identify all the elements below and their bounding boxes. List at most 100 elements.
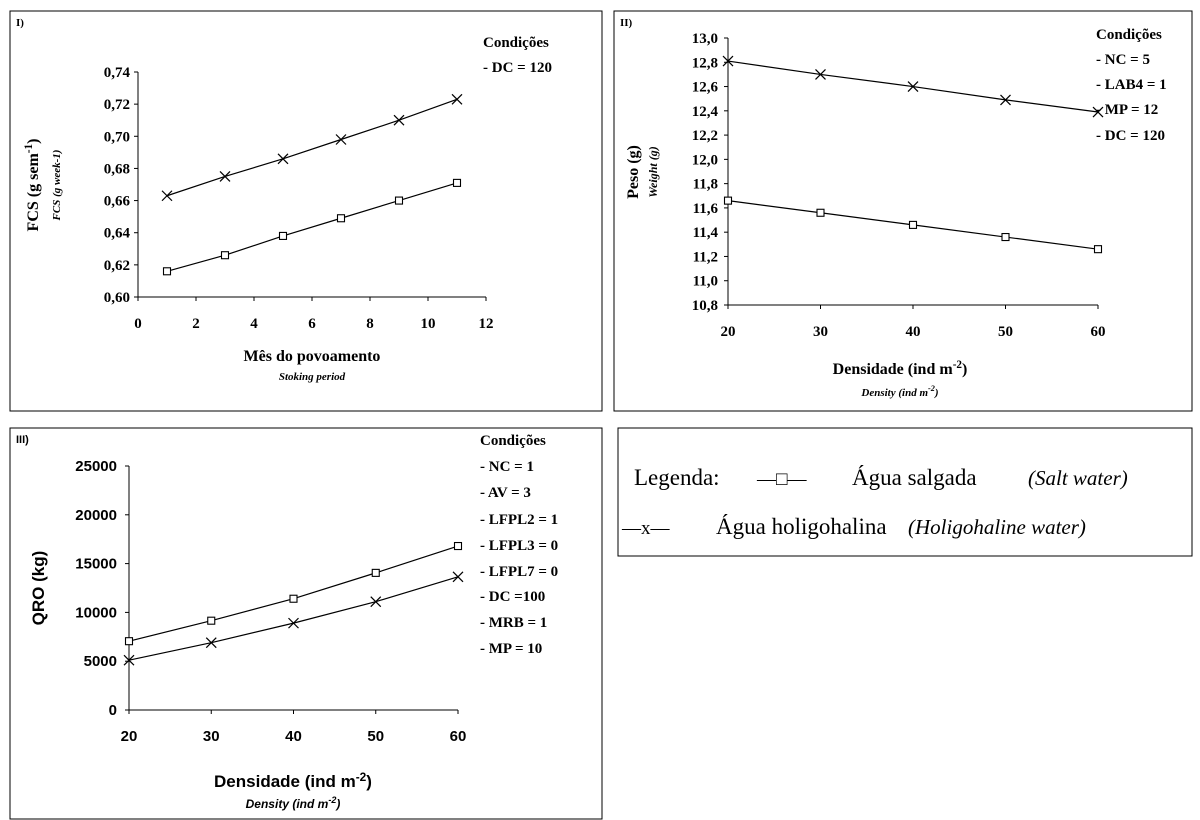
y-tick-label: 10,8 [692,298,718,314]
legend-holi-text: Água holigohalina [716,514,887,539]
y-tick-label: 13,0 [692,31,718,47]
square-marker [162,267,172,276]
y-tick-label: 5000 [84,653,117,670]
panel-3-conditions: Condições - NC = 1 - AV = 3 - LFPL2 = 1 … [480,433,558,657]
y-tick-label: 0,70 [104,129,130,145]
legend-label: Legenda: [634,465,720,490]
series-line [128,545,459,642]
series-salt-water [723,196,1103,254]
x-marker [1000,94,1011,106]
square-marker [371,568,380,577]
square-marker [124,637,134,646]
square-marker [278,231,288,240]
x-tick-label: 40 [906,324,921,340]
x-tick-label: 50 [367,728,384,745]
condition-item: - LFPL2 = 1 [480,512,558,528]
x-tick-label: 12 [479,316,494,332]
panel-3-tag: III) [16,434,29,446]
y-tick-label: 20000 [75,507,117,524]
series-line [166,182,458,272]
x-marker [123,654,135,666]
series-holigohaline-water [722,55,1104,118]
condition-item: - DC =100 [480,589,545,605]
x-marker [205,637,217,649]
panel-1-conditions: Condições - DC = 120 [483,35,552,76]
y-tick-label: 15000 [75,556,117,573]
panel-1-tag: I) [16,17,24,29]
x-axis-label: Densidade (ind m-2) [214,770,372,791]
x-marker-stroke [907,81,919,92]
panel-1-frame [9,10,603,412]
condition-item: - DC = 120 [483,60,552,76]
y-tick-label: 12,8 [692,55,718,71]
x-marker-stroke [288,617,299,629]
condition-item: - NC = 5 [1096,52,1150,68]
square-marker [336,214,346,223]
legend-salt-en: (Salt water) [1028,466,1128,490]
x-marker [393,114,405,126]
condition-item: - DC = 120 [1096,128,1165,144]
x-marker-stroke [161,190,173,202]
y-tick-label: 10000 [75,604,117,621]
legend-salt-symbol: —□— [756,469,807,490]
y-tick-label: 0,72 [104,97,130,113]
y-tick-label: 12,6 [692,80,719,96]
y-tick-label: 0,74 [104,65,131,81]
y-tick-label: 0,60 [104,290,130,306]
x-axis-label-en: Stoking period [279,371,346,383]
x-marker-stroke [123,654,135,666]
square-marker [394,196,404,205]
square-marker [207,616,216,625]
conditions-title: Condições [1096,27,1162,43]
square-marker [453,541,463,551]
x-tick-label: 6 [308,316,316,332]
panel-2-frame [613,10,1193,412]
condition-item: - AV = 3 [480,485,531,501]
series-line [166,98,458,197]
condition-item: - MRB = 1 [480,615,547,631]
square-marker [908,220,918,229]
square-marker [289,594,298,603]
x-tick-label: 20 [721,324,736,340]
x-marker [219,171,231,182]
x-marker-stroke [335,134,347,145]
x-tick-label: 10 [421,316,436,332]
condition-item: - MP = 10 [480,641,542,657]
x-marker [277,153,289,165]
y-tick-label: 11,0 [693,274,718,290]
x-tick-label: 40 [285,728,302,745]
y-tick-label: 11,4 [693,225,719,241]
y-tick-label: 0,66 [104,194,131,210]
x-tick-label: 30 [203,728,220,745]
x-marker-stroke [451,93,463,105]
x-marker-stroke [219,171,231,182]
y-tick-label: 12,0 [692,152,718,168]
y-axis-label-en: FCS (g week-1) [51,150,63,222]
x-tick-label: 2 [192,316,200,332]
chart-fcs: 0,60 0,62 0,64 0,66 0,68 0,70 0,72 0,74 0 2 4 6 8 10 1… [23,65,494,383]
square-marker [723,196,733,205]
square-marker [816,208,825,217]
x-marker [161,190,173,202]
x-tick-label: 30 [813,324,828,340]
x-marker [907,81,919,92]
x-tick-label: 0 [134,316,142,332]
y-tick-label: 11,8 [693,177,718,193]
chart-qro: 0 5000 10000 15000 20000 25000 20 30 40 50 60 Densi… [29,458,466,811]
x-marker-stroke [393,114,405,126]
x-axis-label: Densidade (ind m-2) [833,359,968,378]
x-marker-stroke [722,55,734,67]
y-axis-label-en: Weight (g) [646,146,660,197]
square-marker [1093,245,1103,254]
x-tick-label: 60 [450,728,467,745]
panel-2-tag: II) [620,17,633,29]
square-marker [1001,232,1010,242]
x-marker [722,55,734,67]
panel-3-frame [9,427,603,820]
y-tick-label: 12,2 [692,128,718,144]
y-tick-label: 11,2 [693,249,718,265]
x-axis-label-en: Density (ind m-2) [860,384,938,399]
conditions-title: Condições [483,35,549,51]
x-tick-label: 4 [250,316,258,332]
